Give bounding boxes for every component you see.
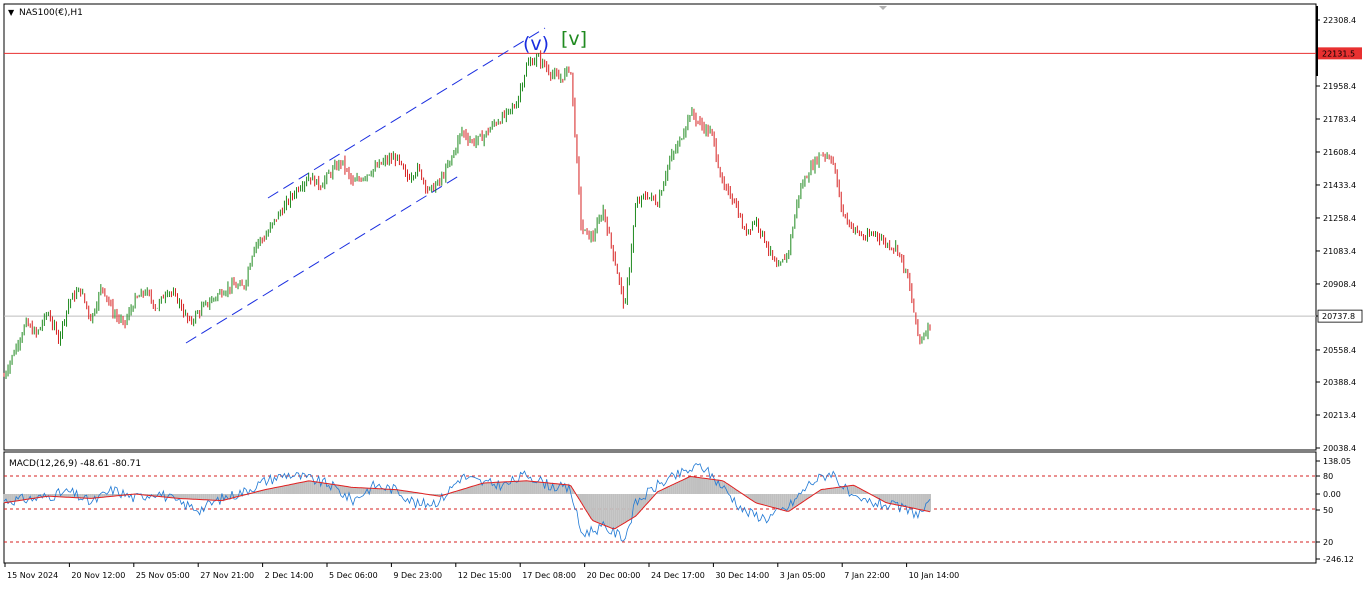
time-tick-label: 25 Nov 05:00 (136, 571, 190, 580)
price-tick-label: 20558.4 (1323, 346, 1356, 355)
time-tick-label: 10 Jan 14:00 (909, 571, 960, 580)
macd-tick-label: 20 (1323, 538, 1333, 547)
price-tick-label: 22308.4 (1323, 16, 1356, 25)
macd-tick-label: 138.05 (1323, 457, 1351, 466)
price-tick-label: 21433.4 (1323, 181, 1356, 190)
time-tick-label: 27 Nov 21:00 (200, 571, 254, 580)
candles (3, 50, 931, 379)
time-tick-label: 24 Dec 17:00 (651, 571, 705, 580)
current-price-tag (1317, 309, 1363, 323)
macd-axis: 138.05 80 0.00 50 20 -246.12 (1316, 457, 1354, 564)
price-tick-label: 20213.4 (1323, 411, 1356, 420)
symbol-menu-icon[interactable]: ▼ (8, 8, 15, 17)
macd-pane (3, 451, 1317, 564)
macd-lines (3, 462, 931, 542)
channel-upper (267, 27, 546, 199)
macd-tick-label: 80 (1323, 472, 1333, 481)
symbol-label: NAS100(€),H1 (19, 8, 83, 18)
signal-line (3, 476, 931, 530)
macd-tick-label: 50 (1323, 506, 1333, 515)
time-tick-label: 2 Dec 14:00 (265, 571, 314, 580)
price-axis: 22308.4 21958.4 21783.4 21608.4 21433.4 21258… (1316, 16, 1356, 453)
price-tick-label: 21958.4 (1323, 82, 1356, 91)
axis-scroll-bar (1316, 6, 1318, 76)
time-tick-label: 7 Jan 22:00 (844, 571, 890, 580)
price-tick-label: 21608.4 (1323, 148, 1356, 157)
time-tick-label: 3 Jan 05:00 (780, 571, 826, 580)
price-tick-label: 21258.4 (1323, 214, 1356, 223)
macd-tick-label: -246.12 (1323, 555, 1354, 564)
price-tick-label: 21783.4 (1323, 115, 1356, 124)
wave-label-major: [v] (561, 28, 587, 50)
time-tick-label: 17 Dec 08:00 (522, 571, 576, 580)
price-tick-label: 21083.4 (1323, 247, 1356, 256)
time-tick-label: 5 Dec 06:00 (329, 571, 378, 580)
time-tick-label: 12 Dec 15:00 (458, 571, 512, 580)
wave-labels: (v) [v] (523, 28, 587, 55)
time-tick-label: 20 Nov 12:00 (71, 571, 125, 580)
axis-tags: 22131.5 20737.8 (1316, 6, 1363, 323)
wave-label-minor: (v) (523, 33, 549, 55)
time-axis: 15 Nov 2024 20 Nov 12:00 25 Nov 05:00 27 No… (4, 563, 960, 580)
time-tick-label: 9 Dec 23:00 (393, 571, 442, 580)
macd-line (3, 462, 931, 542)
macd-levels (4, 475, 1316, 543)
price-tick-label: 20388.4 (1323, 378, 1356, 387)
price-tick-label: 20908.4 (1323, 280, 1356, 289)
macd-tick-label: 0.00 (1323, 490, 1341, 499)
current-price-text: 20737.8 (1322, 312, 1355, 321)
trend-channel (185, 27, 546, 344)
time-tick-label: 30 Dec 14:00 (715, 571, 769, 580)
price-tick-label: 20038.4 (1323, 444, 1356, 453)
price-pane (3, 3, 1317, 451)
resistance-price-tag (1318, 47, 1362, 60)
scroll-marker-icon (879, 6, 887, 10)
time-tick-label: 15 Nov 2024 (7, 571, 58, 580)
resistance-price-text: 22131.5 (1322, 49, 1355, 58)
macd-label: MACD(12,26,9) -48.61 -80.71 (9, 459, 141, 469)
time-tick-label: 20 Dec 00:00 (587, 571, 641, 580)
